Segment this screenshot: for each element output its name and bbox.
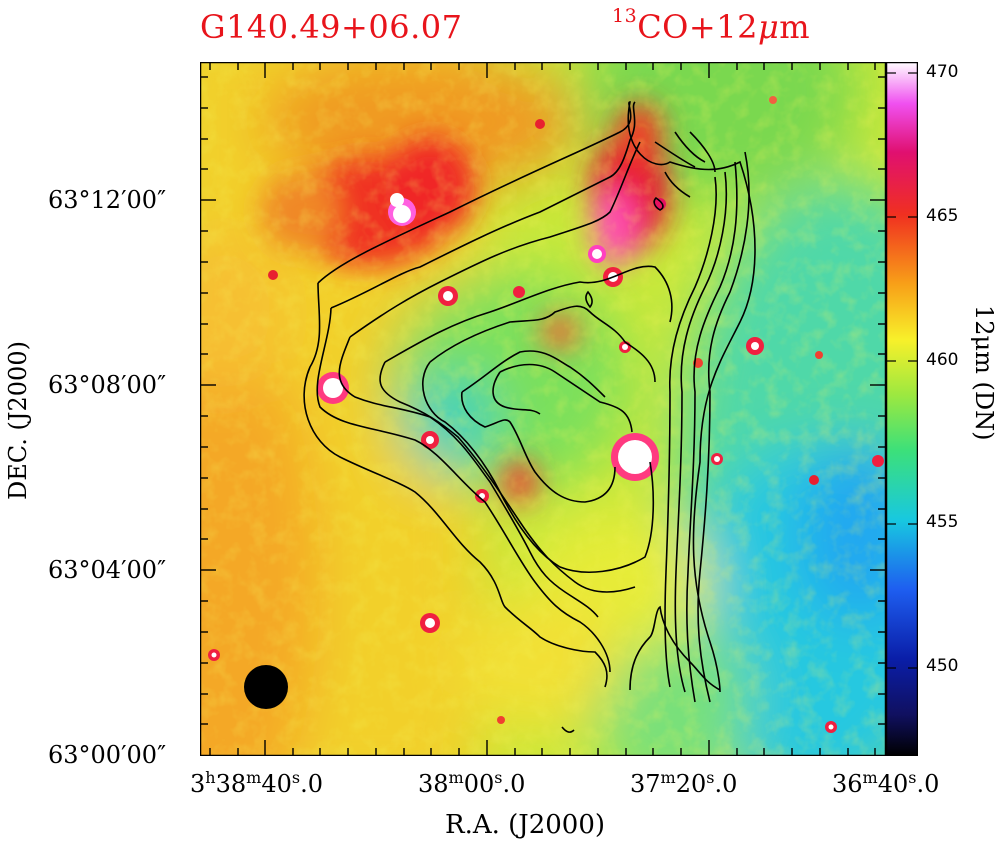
colorbar-tick-460: 460 bbox=[926, 350, 959, 370]
x-tick-label: 3h38m40s.0 bbox=[190, 768, 323, 798]
map-frame bbox=[200, 62, 886, 756]
y-tick-label: 63°12′00″ bbox=[48, 186, 167, 214]
colorbar-tick-470: 470 bbox=[926, 62, 959, 82]
tracer-title: 13CO+12μm bbox=[612, 5, 811, 46]
y-tick-label: 63°04′00″ bbox=[48, 556, 167, 584]
x-tick-label: 37m20s.0 bbox=[630, 768, 738, 798]
source-name-title: G140.49+06.07 bbox=[200, 8, 463, 46]
colorbar-tick-455: 455 bbox=[926, 512, 959, 532]
x-axis-label: R.A. (J2000) bbox=[445, 810, 606, 840]
isotope-superscript: 13 bbox=[612, 5, 638, 27]
colorbar-label: 12μm (DN) bbox=[970, 305, 998, 441]
tracer-rest: CO+12 bbox=[637, 8, 758, 46]
y-tick-label: 63°08′00″ bbox=[48, 371, 167, 399]
y-tick-label: 63°00′00″ bbox=[48, 741, 167, 769]
infrared-map bbox=[200, 62, 886, 756]
point-sources bbox=[208, 96, 884, 733]
colorbar bbox=[886, 62, 918, 756]
x-tick-label: 36m40s.0 bbox=[832, 768, 940, 798]
map-ticks bbox=[200, 62, 886, 756]
colorbar-tick-465: 465 bbox=[926, 206, 959, 226]
x-tick-label: 38m00s.0 bbox=[418, 768, 526, 798]
tracer-unit: m bbox=[779, 8, 811, 46]
colorbar-tick-450: 450 bbox=[926, 656, 959, 676]
y-axis-label: DEC. (J2000) bbox=[4, 341, 32, 500]
co-contours bbox=[303, 101, 756, 733]
tracer-mu: μ bbox=[757, 8, 780, 46]
beam-circle bbox=[244, 665, 288, 709]
